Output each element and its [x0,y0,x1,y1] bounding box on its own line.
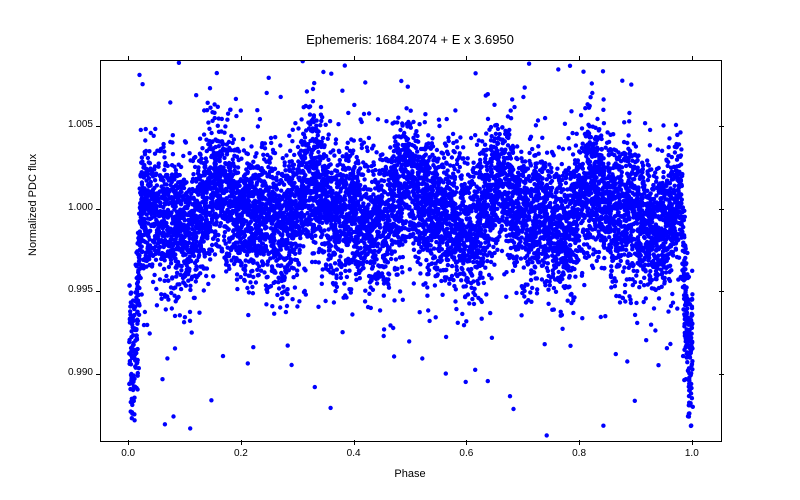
x-tick-mark [579,56,580,61]
x-tick-label: 0.6 [446,448,486,459]
x-tick-mark [128,440,129,445]
x-tick-label: 0.0 [108,448,148,459]
x-tick-mark [466,440,467,445]
light-curve-chart: Ephemeris: 1684.2074 + E x 3.6950 Normal… [0,0,800,500]
y-tick-mark [96,291,101,292]
plot-area [100,60,722,442]
x-tick-mark [241,56,242,61]
x-tick-label: 0.2 [221,448,261,459]
chart-title: Ephemeris: 1684.2074 + E x 3.6950 [100,32,720,47]
x-tick-mark [241,440,242,445]
x-tick-label: 1.0 [672,448,712,459]
scatter-points [101,61,721,441]
y-tick-mark [96,209,101,210]
x-tick-mark [354,440,355,445]
y-tick-mark [719,126,724,127]
x-axis-label: Phase [100,468,720,480]
y-tick-label: 0.990 [45,367,93,378]
y-tick-label: 1.000 [45,202,93,213]
x-tick-mark [579,440,580,445]
y-tick-mark [719,291,724,292]
x-tick-mark [466,56,467,61]
x-tick-mark [692,440,693,445]
y-tick-mark [719,209,724,210]
x-tick-mark [692,56,693,61]
x-tick-mark [128,56,129,61]
y-tick-mark [719,374,724,375]
y-axis-label: Normalized PDC flux [27,240,39,256]
y-tick-label: 0.995 [45,284,93,295]
y-tick-mark [96,126,101,127]
x-tick-mark [354,56,355,61]
x-tick-label: 0.8 [559,448,599,459]
y-tick-label: 1.005 [45,119,93,130]
y-tick-mark [96,374,101,375]
x-tick-label: 0.4 [334,448,374,459]
